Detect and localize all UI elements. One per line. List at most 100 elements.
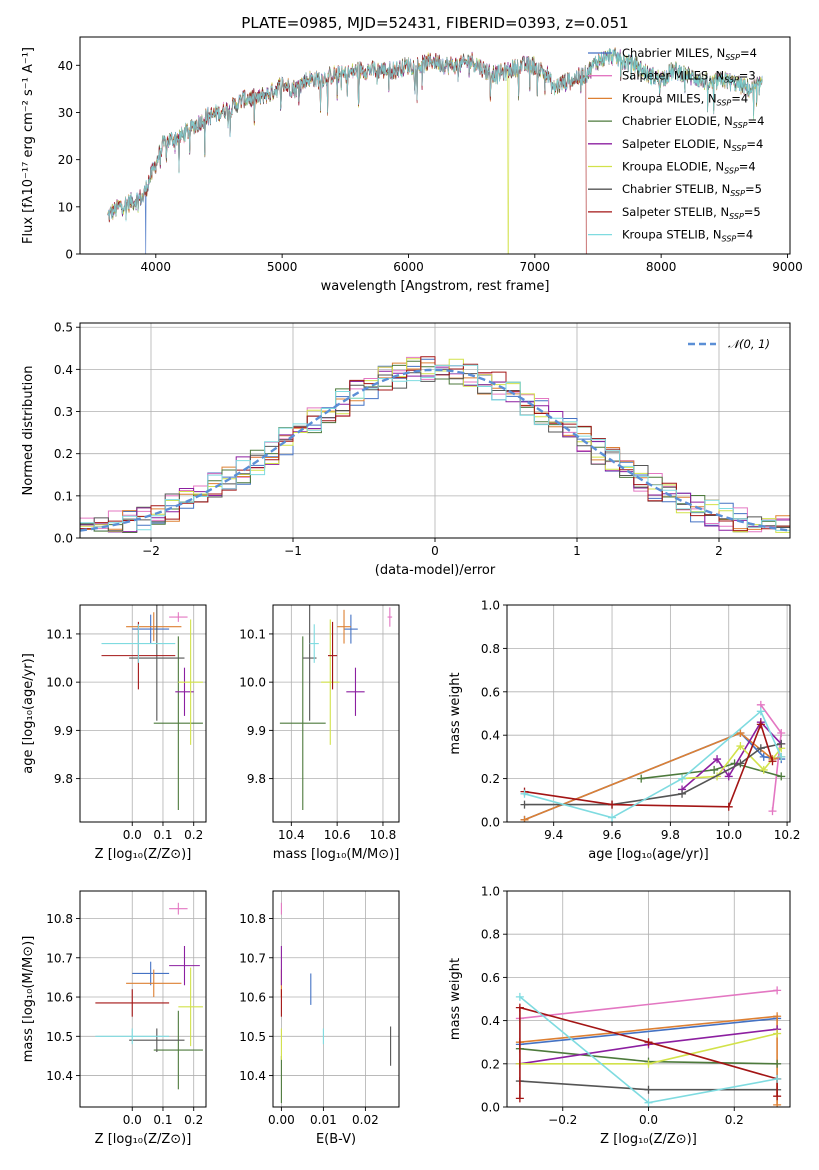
weight-marker-kroupa_stelib — [515, 992, 524, 1001]
legend-entry-nssp: =4 — [748, 114, 765, 128]
x-tick-label: 1 — [573, 544, 581, 558]
y-tick-label: 40 — [58, 59, 73, 73]
figure-title: PLATE=0985, MJD=52431, FIBERID=0393, z=0… — [241, 14, 628, 32]
y-tick-label: 10.1 — [46, 627, 73, 641]
x-tick-label: 9.4 — [544, 828, 563, 842]
weight-line-chabrier_miles — [519, 1017, 778, 1046]
legend-entry-nssp: =5 — [745, 182, 762, 196]
legend-entry-name: Salpeter ELODIE, N — [622, 137, 732, 151]
legend-entry-name: Kroupa MILES, N — [622, 91, 717, 105]
weight-marker-kroupa_miles — [773, 1100, 782, 1107]
y-tick-label: 0.2 — [481, 772, 500, 786]
y-axis-label: Normed distribution — [21, 366, 36, 496]
y-tick-label: 0.8 — [481, 928, 500, 942]
panel-mass_vs_ebv: 0.00 0.01 0.02 10.4 10.5 10.6 10.7 10.8 E(B-V) — [239, 890, 400, 1147]
weight-marker-chabrier_stelib — [644, 1085, 653, 1094]
y-tick-label: 10.0 — [239, 676, 266, 690]
x-axis-label: Z [log₁₀(Z/Z⊙)] — [600, 1132, 697, 1147]
x-axis-label: E(B-V) — [316, 1132, 356, 1147]
x-axis-label: Z [log₁₀(Z/Z⊙)] — [95, 1132, 192, 1147]
y-tick-label: 10.8 — [46, 912, 73, 926]
legend-entry-kroupa_miles: Kroupa MILES, NSSP=4 — [622, 91, 748, 107]
y-tick-label: 20 — [58, 153, 73, 167]
weight-marker-salpeter_stelib — [768, 757, 777, 766]
legend-entry-subscript: SSP — [717, 98, 732, 107]
legend-entry-name: Chabrier MILES, N — [622, 46, 725, 60]
x-tick-label: 0.1 — [153, 1113, 172, 1127]
y-tick-label: 30 — [58, 106, 73, 120]
weight-line-chabrier_stelib — [524, 743, 782, 806]
x-tick-label: 10.4 — [278, 828, 305, 842]
x-tick-label: 9000 — [772, 260, 803, 274]
legend-entry-nssp: =4 — [739, 160, 756, 174]
y-tick-label: 9.8 — [247, 772, 266, 786]
legend-entry-subscript: SSP — [732, 144, 747, 153]
y-tick-label: 0.4 — [481, 1014, 500, 1028]
x-tick-label: 10.0 — [715, 828, 742, 842]
x-tick-label: 4000 — [141, 260, 172, 274]
x-tick-label: 2 — [715, 544, 723, 558]
plot-area-mass_vs_ebv — [280, 902, 392, 1104]
x-axis-label: (data-model)/error — [375, 563, 496, 578]
x-tick-label: 10.2 — [774, 828, 801, 842]
weight-marker-salpeter_stelib — [515, 1094, 524, 1103]
axes-frame — [272, 890, 400, 1108]
y-tick-label: 10.4 — [239, 1069, 266, 1083]
panel-mass_vs_Z: 0.0 0.1 0.2 10.4 10.5 10.6 10.7 10.8 Z [log₁₀(Z/… — [21, 890, 207, 1147]
x-tick-label: 8000 — [646, 260, 677, 274]
axes-frame — [79, 604, 207, 823]
weight-marker-chabrier_miles — [759, 752, 768, 761]
legend-entry-nssp: =4 — [740, 46, 757, 60]
y-tick-label: 0.4 — [481, 729, 500, 743]
y-tick-label: 10.1 — [239, 627, 266, 641]
legend-entry-chabrier_stelib: Chabrier STELIB, NSSP=5 — [622, 182, 762, 198]
legend-entry-salpeter_stelib: Salpeter STELIB, NSSP=5 — [622, 205, 761, 221]
legend-entry-subscript: SSP — [724, 167, 739, 176]
weight-line-kroupa_stelib — [524, 709, 782, 819]
axes-frame — [272, 604, 400, 823]
panel-spectrum: 4000 5000 6000 7000 8000 9000 0 10 20 30 40 wavelen… — [21, 36, 803, 294]
weight-marker-salpeter_stelib — [608, 800, 617, 809]
axes-frame — [79, 322, 791, 539]
y-tick-label: 0.1 — [54, 489, 73, 503]
weight-marker-chabrier_stelib — [736, 759, 745, 768]
weight-marker-salpeter_miles — [773, 986, 782, 995]
x-axis-label: Z [log₁₀(Z/Z⊙)] — [95, 847, 192, 862]
spectrum-line-kroupa_stelib — [107, 48, 763, 222]
axes-frame — [79, 890, 207, 1108]
y-axis-label: mass [log₁₀(M/M⊙)] — [21, 936, 36, 1063]
x-tick-label: 7000 — [520, 260, 551, 274]
weight-marker-chabrier_elodie — [773, 1059, 782, 1068]
y-tick-label: 9.9 — [247, 724, 266, 738]
y-tick-label: 10.7 — [239, 951, 266, 965]
y-tick-label: 9.8 — [54, 772, 73, 786]
x-tick-label: 0.02 — [352, 1113, 379, 1127]
x-tick-label: 0.0 — [123, 1113, 142, 1127]
y-tick-label: 0.8 — [481, 642, 500, 656]
weight-marker-salpeter_stelib — [756, 720, 765, 729]
y-axis-label: mass weight — [448, 672, 463, 754]
legend-entry-salpeter_elodie: Salpeter ELODIE, NSSP=4 — [622, 137, 763, 153]
legend-entry-chabrier_elodie: Chabrier ELODIE, NSSP=4 — [622, 114, 764, 130]
weight-marker-kroupa_elodie — [736, 742, 745, 751]
weight-marker-chabrier_stelib — [678, 789, 687, 798]
weight-marker-salpeter_stelib — [724, 802, 733, 811]
y-tick-label: 0.5 — [54, 321, 73, 335]
x-tick-label: −2 — [142, 544, 160, 558]
legend-entry-nssp: =4 — [731, 91, 748, 105]
panel-weight_vs_Z: −0.2 0.0 0.2 0.0 0.2 0.4 0.6 0.8 1.0 Z [log₁₀(Z/Z… — [448, 885, 791, 1147]
weight-marker-salpeter_stelib — [644, 1038, 653, 1047]
weight-marker-kroupa_stelib — [678, 774, 687, 783]
weight-marker-salpeter_stelib — [773, 1092, 782, 1101]
x-axis-label: age [log₁₀(age/yr)] — [588, 847, 709, 862]
plot-area-age_vs_Z — [101, 605, 203, 810]
y-tick-label: 0.2 — [54, 447, 73, 461]
legend-entry-name: Salpeter MILES, N — [622, 69, 724, 83]
x-tick-label: 0.2 — [184, 828, 203, 842]
y-tick-label: 0.4 — [54, 363, 73, 377]
x-tick-label: 9.6 — [602, 828, 621, 842]
weight-line-salpeter_elodie — [681, 720, 782, 791]
panel-age_vs_mass: 10.4 10.6 10.8 9.8 9.9 10.0 10.1 mass [log₁₀(M/… — [239, 604, 400, 862]
y-tick-label: 0.6 — [481, 685, 500, 699]
